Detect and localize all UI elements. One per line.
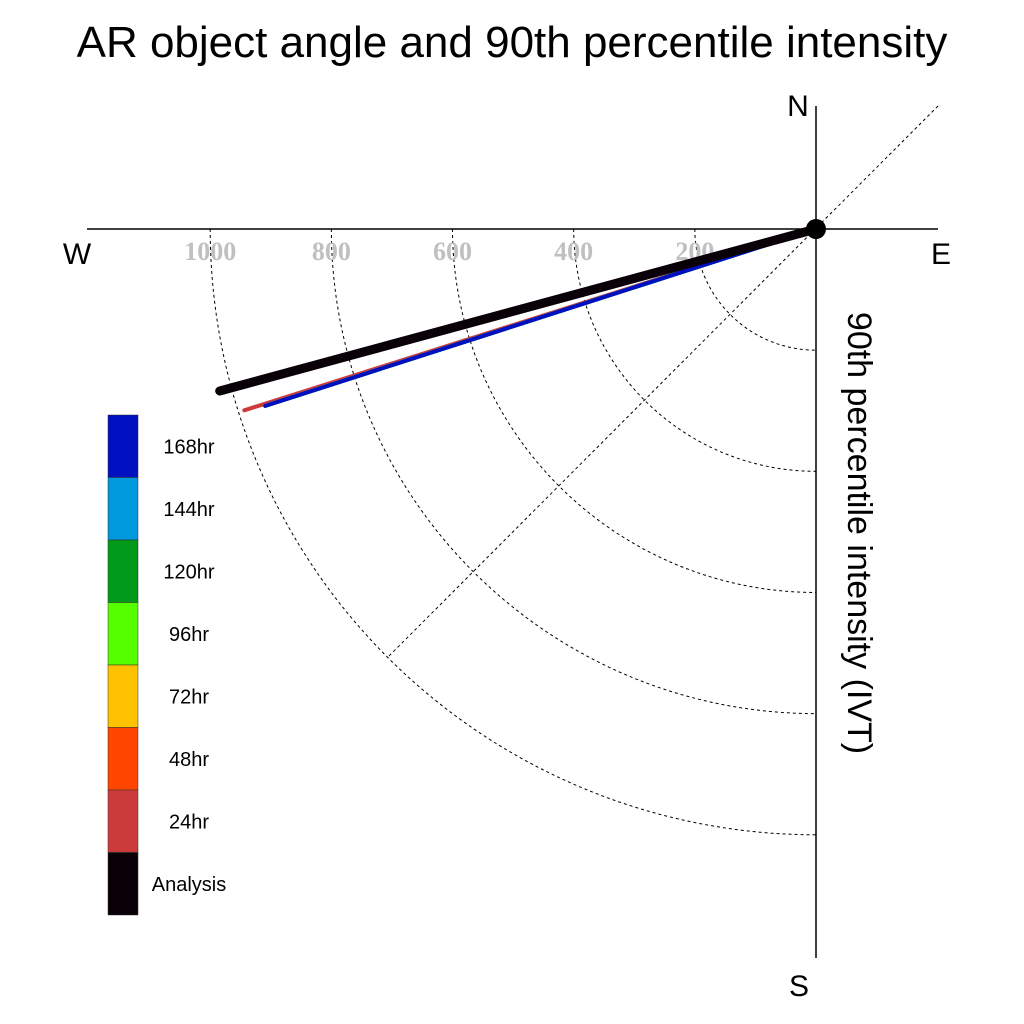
legend-label-120hr: 120hr xyxy=(163,561,214,583)
legend-label-48hr: 48hr xyxy=(169,749,209,771)
legend-label-96hr: 96hr xyxy=(169,624,209,646)
grid-ring-600 xyxy=(452,228,817,593)
legend-label-168hr: 168hr xyxy=(163,436,214,458)
grid-ring-1000 xyxy=(209,228,817,836)
series-lines xyxy=(215,219,826,413)
compass-south-label: S xyxy=(789,970,809,1003)
compass-east-label: E xyxy=(931,238,951,271)
legend-swatch-24hr xyxy=(107,789,139,853)
compass-north-label: N xyxy=(787,90,809,123)
tick-label-400: 400 xyxy=(554,237,593,266)
legend-swatch-96hr xyxy=(107,602,139,666)
y-axis-label: 90th percentile intensity (IVT) xyxy=(840,312,878,754)
tick-label-800: 800 xyxy=(312,237,351,266)
tick-label-1000: 1000 xyxy=(184,237,236,266)
legend-label-144hr: 144hr xyxy=(163,499,214,521)
legend-label-analysis: Analysis xyxy=(152,874,226,896)
legend-label-72hr: 72hr xyxy=(169,686,209,708)
legend: 168hr 144hr 120hr 96hr 72hr 48hr 24hr Analysis xyxy=(107,414,226,916)
grid-diagonal xyxy=(387,105,939,658)
legend-swatch-144hr xyxy=(107,477,139,541)
polar-grid xyxy=(209,105,939,836)
chart-title: AR object angle and 90th percentile inte… xyxy=(77,18,948,67)
legend-swatch-120hr xyxy=(107,539,139,603)
grid-ring-800 xyxy=(330,228,817,715)
center-point xyxy=(806,219,826,239)
series-line-analysis xyxy=(215,224,821,396)
legend-swatch-48hr xyxy=(107,727,139,791)
grid-ring-200 xyxy=(694,228,817,351)
legend-swatch-analysis xyxy=(107,852,139,916)
legend-swatch-168hr xyxy=(107,414,139,478)
compass-west-label: W xyxy=(63,238,92,271)
legend-label-24hr: 24hr xyxy=(169,811,209,833)
grid-ring-400 xyxy=(573,228,817,472)
tick-label-600: 600 xyxy=(433,237,472,266)
legend-swatch-72hr xyxy=(107,664,139,728)
compass-axes xyxy=(87,106,938,958)
